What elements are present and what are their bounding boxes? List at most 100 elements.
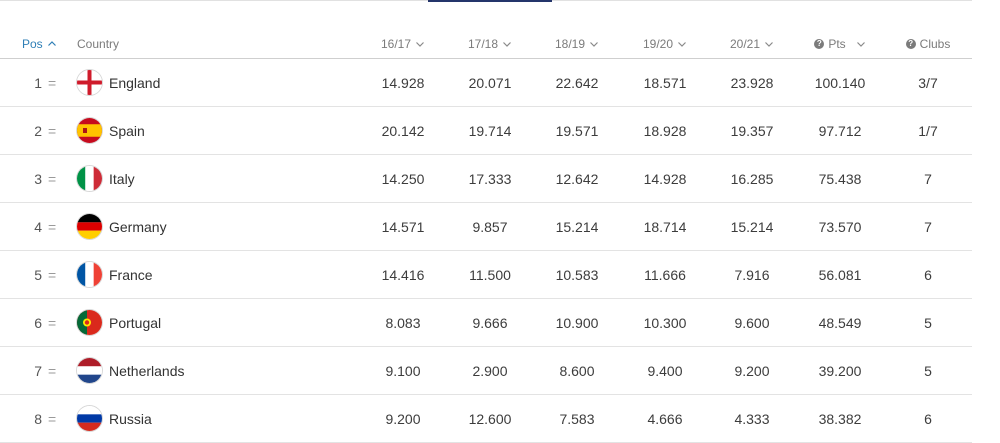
sort-pos-header[interactable]: Pos — [22, 30, 62, 58]
country-link[interactable]: England — [77, 59, 327, 106]
country-name: England — [109, 74, 161, 91]
season-score: 18.928 — [643, 122, 687, 139]
country-link[interactable]: Italy — [77, 155, 327, 202]
trend-equal-icon: = — [48, 170, 57, 187]
season-score: 9.857 — [472, 218, 508, 235]
season-score: 10.900 — [555, 314, 599, 331]
country-link[interactable]: Portugal — [77, 299, 327, 346]
country-header-label: Country — [77, 37, 120, 51]
season-score: 12.600 — [468, 410, 512, 427]
sort-season-4-header[interactable]: 19/20 — [635, 30, 695, 58]
season-score: 2.900 — [472, 362, 508, 379]
total-points: 39.200 — [818, 362, 862, 379]
rank-value: 4 — [34, 218, 42, 235]
clubs-count: 1/7 — [918, 122, 938, 139]
clubs-count: 7 — [924, 218, 932, 235]
season-score: 9.666 — [472, 314, 508, 331]
season-score: 20.142 — [381, 122, 425, 139]
clubs-count: 5 — [924, 362, 932, 379]
season-score: 14.416 — [381, 266, 425, 283]
russia-flag-icon — [77, 406, 102, 431]
season-score: 4.333 — [734, 410, 770, 427]
chevron-down-icon — [503, 42, 511, 47]
germany-flag-icon — [77, 214, 102, 239]
table-row: 7 = Netherlands 9.100 2.900 8.600 9.400 9… — [0, 347, 972, 395]
season-header-label: 17/18 — [467, 37, 499, 51]
rank-value: 1 — [34, 74, 42, 91]
season-header-label: 20/21 — [729, 37, 761, 51]
season-score: 11.666 — [644, 266, 686, 283]
rank-value: 5 — [34, 266, 42, 283]
table-row: 2 = Spain 20.142 19.714 19.571 18.928 19.… — [0, 107, 972, 155]
season-score: 8.083 — [385, 314, 421, 331]
sort-season-5-header[interactable]: 20/21 — [722, 30, 782, 58]
ranking-table: Pos Country 16/17 17/18 18/19 19/20 20/2… — [0, 30, 972, 443]
sort-pts-header[interactable]: ? Pts — [805, 30, 875, 58]
season-score: 19.357 — [730, 122, 774, 139]
netherlands-flag-icon — [77, 358, 102, 383]
sort-season-3-header[interactable]: 18/19 — [547, 30, 607, 58]
country-header: Country — [77, 30, 327, 58]
pts-header-label: Pts — [828, 37, 846, 51]
trend-equal-icon: = — [48, 314, 57, 331]
country-link[interactable]: France — [77, 251, 327, 298]
help-icon[interactable]: ? — [905, 39, 916, 49]
total-points: 48.549 — [818, 314, 862, 331]
trend-equal-icon: = — [48, 74, 57, 91]
sort-season-1-header[interactable]: 16/17 — [373, 30, 433, 58]
season-score: 22.642 — [555, 74, 599, 91]
trend-equal-icon: = — [48, 410, 57, 427]
season-score: 23.928 — [730, 74, 774, 91]
country-name: Portugal — [109, 314, 162, 331]
rank-value: 6 — [34, 314, 42, 331]
total-points: 100.140 — [814, 74, 866, 91]
country-link[interactable]: Spain — [77, 107, 327, 154]
chevron-down-icon — [765, 42, 773, 47]
italy-flag-icon — [77, 166, 102, 191]
portugal-flag-icon — [77, 310, 102, 335]
rank-value: 2 — [34, 122, 42, 139]
season-score: 9.600 — [734, 314, 770, 331]
season-score: 7.916 — [734, 266, 770, 283]
pos-header-label: Pos — [22, 37, 43, 51]
season-score: 7.583 — [559, 410, 595, 427]
rank-value: 7 — [34, 362, 42, 379]
season-score: 10.583 — [555, 266, 599, 283]
chevron-down-icon — [590, 42, 598, 47]
trend-equal-icon: = — [48, 362, 57, 379]
season-score: 19.714 — [468, 122, 512, 139]
season-header-label: 18/19 — [554, 37, 586, 51]
country-name: Russia — [109, 410, 152, 427]
season-header-label: 19/20 — [642, 37, 674, 51]
help-icon[interactable]: ? — [814, 39, 825, 49]
clubs-count: 3/7 — [918, 74, 938, 91]
table-row: 4 = Germany 14.571 9.857 15.214 18.714 15… — [0, 203, 972, 251]
total-points: 56.081 — [818, 266, 862, 283]
country-link[interactable]: Netherlands — [77, 347, 327, 394]
table-row: 1 = England 14.928 20.071 22.642 18.571 2… — [0, 59, 972, 107]
chevron-down-icon — [856, 42, 865, 47]
season-score: 15.214 — [555, 218, 599, 235]
season-score: 18.714 — [643, 218, 687, 235]
season-score: 19.571 — [555, 122, 599, 139]
season-score: 9.200 — [385, 410, 421, 427]
chevron-up-icon — [47, 41, 56, 46]
season-score: 14.571 — [381, 218, 425, 235]
clubs-count: 5 — [924, 314, 932, 331]
total-points: 38.382 — [818, 410, 862, 427]
spain-flag-icon — [77, 118, 102, 143]
table-row: 5 = France 14.416 11.500 10.583 11.666 7.… — [0, 251, 972, 299]
country-link[interactable]: Russia — [77, 395, 327, 442]
clubs-header: ? Clubs — [898, 30, 958, 58]
trend-equal-icon: = — [48, 122, 57, 139]
country-link[interactable]: Germany — [77, 203, 327, 250]
chevron-down-icon — [416, 42, 424, 47]
country-name: Italy — [109, 170, 135, 187]
sort-season-2-header[interactable]: 17/18 — [460, 30, 520, 58]
clubs-header-label: Clubs — [919, 37, 951, 51]
total-points: 73.570 — [818, 218, 862, 235]
france-flag-icon — [77, 262, 102, 287]
season-header-label: 16/17 — [380, 37, 412, 51]
season-score: 14.928 — [643, 170, 687, 187]
clubs-count: 6 — [924, 410, 932, 427]
